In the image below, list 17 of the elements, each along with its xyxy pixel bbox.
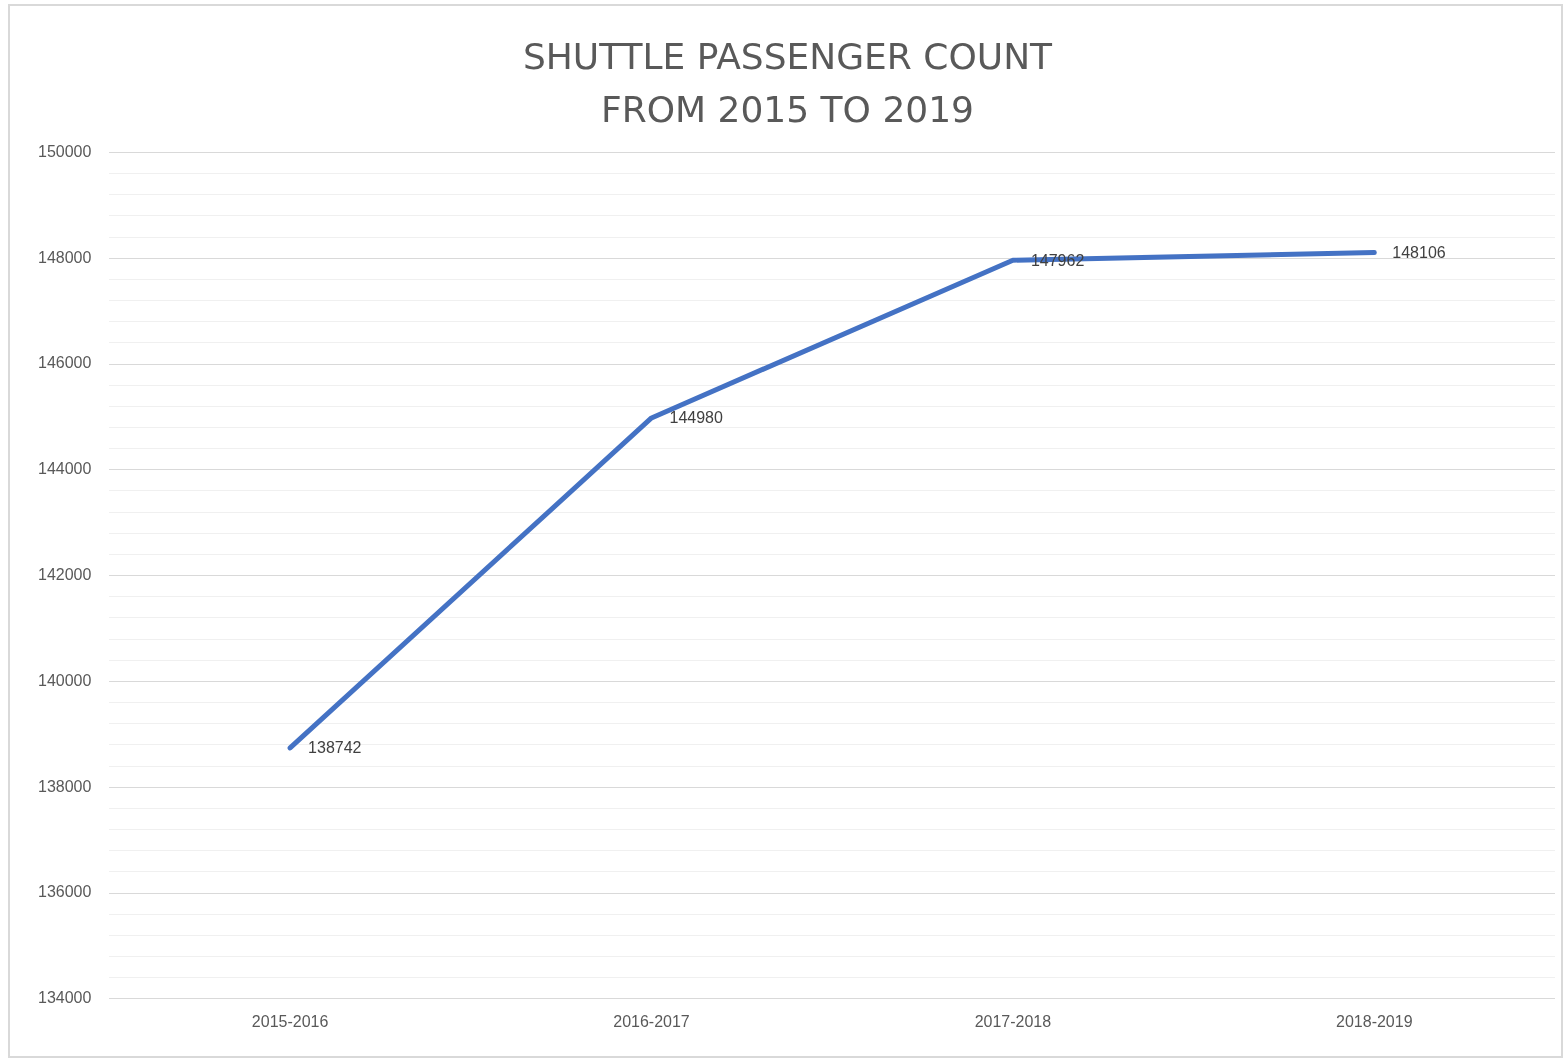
chart-title: SHUTTLE PASSENGER COUNT FROM 2015 TO 2019 [522,36,1054,130]
y-tick-label: 150000 [38,142,92,160]
x-tick-label: 2018-2019 [1336,1012,1413,1030]
y-tick-label: 148000 [38,248,92,266]
y-tick-label: 140000 [38,671,92,689]
y-tick-label: 136000 [38,883,92,901]
y-tick-label: 142000 [38,566,92,584]
x-tick-label: 2015-2016 [251,1012,329,1030]
data-label: 148106 [1392,244,1446,261]
y-tick-label: 134000 [38,989,92,1007]
y-tick-label: 146000 [38,354,92,372]
y-tick-label: 138000 [38,777,92,795]
data-label: 138742 [308,739,362,757]
y-tick-label: 144000 [38,460,92,478]
x-tick-label: 2016-2017 [613,1012,690,1030]
data-label: 144980 [669,409,723,427]
x-tick-label: 2017-2018 [974,1012,1052,1030]
